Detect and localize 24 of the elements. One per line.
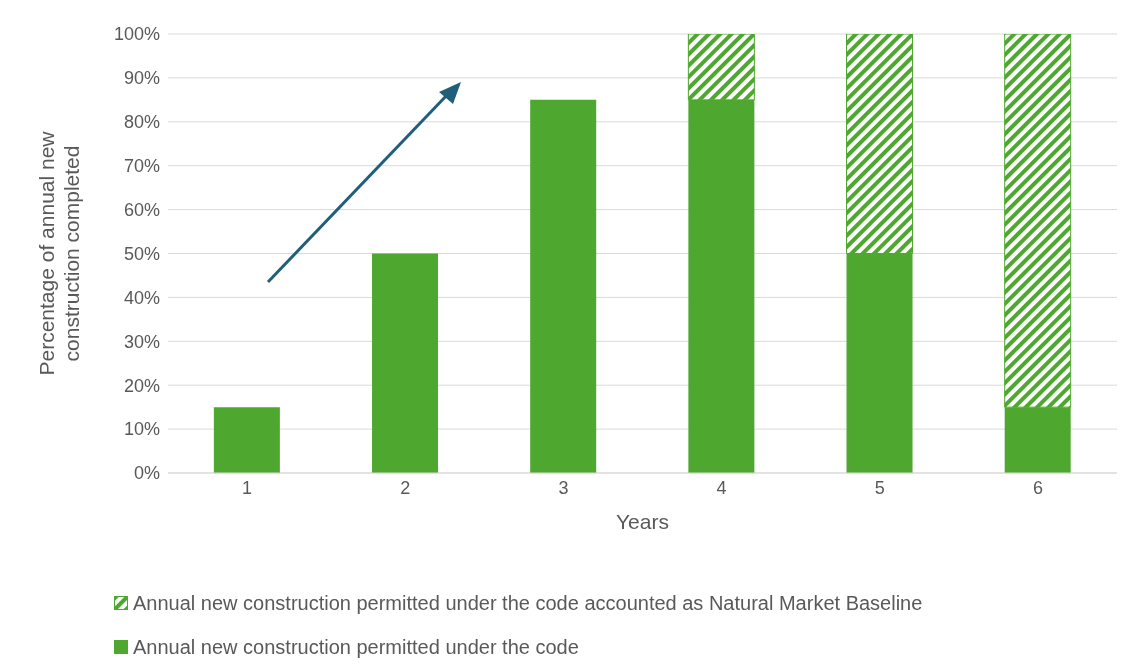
bar <box>213 407 280 473</box>
y-tick-label: 50% <box>123 243 160 264</box>
y-tick-label: 100% <box>113 24 160 45</box>
y-tick-label: 20% <box>123 375 160 396</box>
y-tick-label: 70% <box>123 156 160 177</box>
y-axis-title: Percentage of annual new construction completed <box>34 130 84 376</box>
legend-label: Annual new construction permitted under the code accounted as Natural Market Baseline <box>133 591 923 615</box>
x-tick-label: 6 <box>1032 477 1043 498</box>
x-axis-title: Years <box>616 510 669 533</box>
y-tick-label: 90% <box>123 68 160 89</box>
x-tick-label: 4 <box>716 477 727 498</box>
y-tick-label: 80% <box>123 112 160 133</box>
y-tick-label: 30% <box>123 331 160 352</box>
x-tick-label: 1 <box>242 477 253 498</box>
x-tick-label: 5 <box>874 477 885 498</box>
x-tick-label: 2 <box>400 477 411 498</box>
y-tick-label: 60% <box>123 199 160 220</box>
y-tick-label: 40% <box>123 287 160 308</box>
y-tick-label: 0% <box>133 463 160 484</box>
bar <box>372 253 439 473</box>
y-tick-label: 10% <box>123 419 160 440</box>
legend-label: Annual new construction permitted under the code <box>133 635 579 659</box>
x-tick-label: 3 <box>558 477 569 498</box>
bar <box>530 99 597 473</box>
